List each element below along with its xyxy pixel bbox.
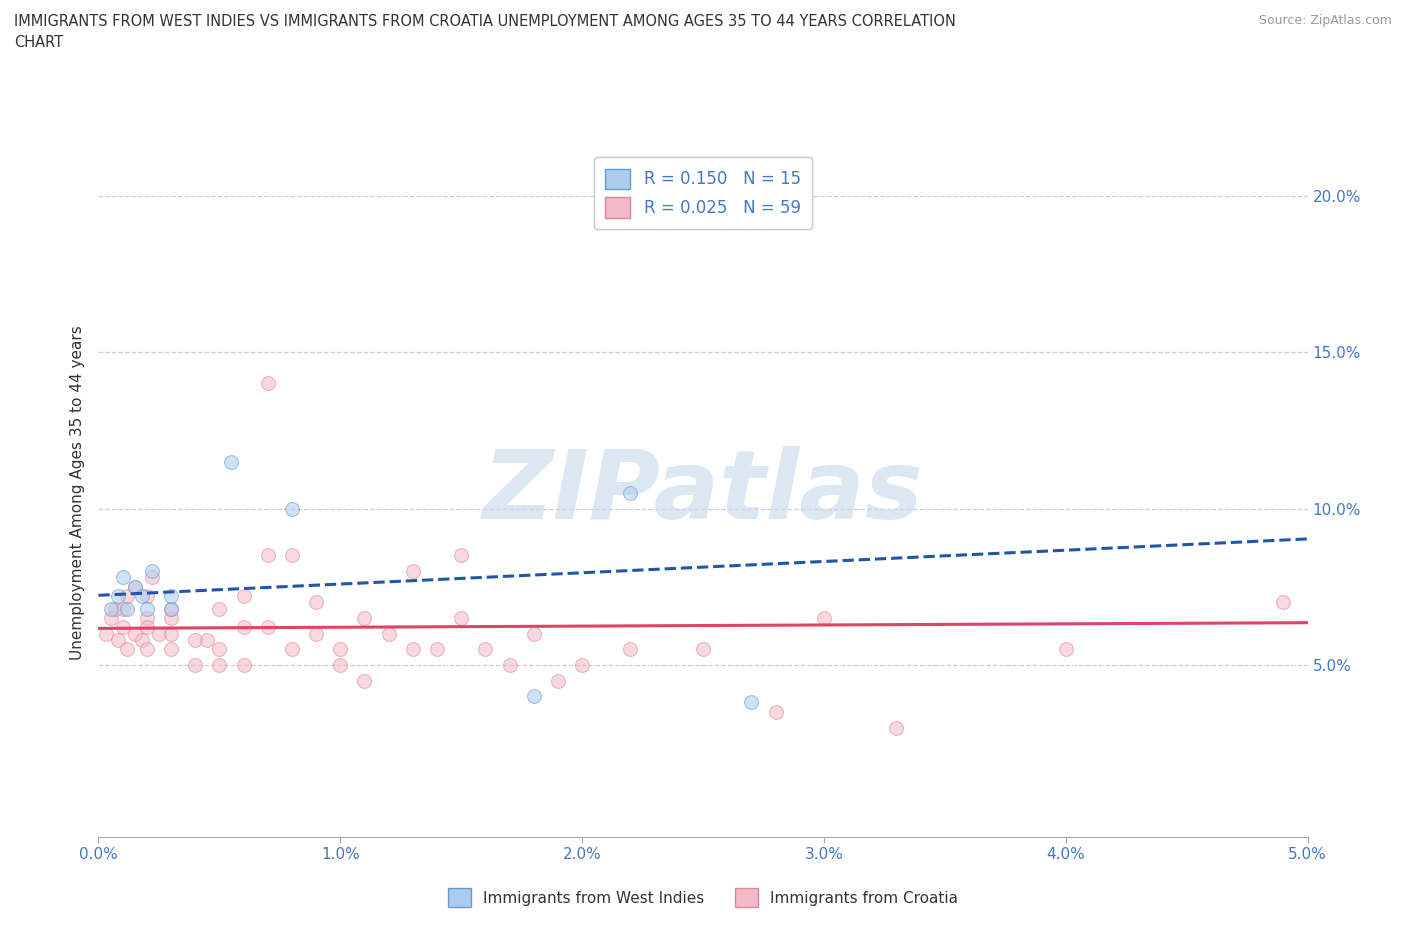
Point (160, 642, 183, 657)
Point (208, 601, 231, 616)
Point (256, 548, 278, 563)
Point (124, 579, 146, 594)
Point (160, 611, 183, 626)
Legend: Immigrants from West Indies, Immigrants from Croatia: Immigrants from West Indies, Immigrants … (441, 883, 965, 913)
Point (281, 548, 304, 563)
Point (426, 642, 449, 657)
Text: CHART: CHART (14, 35, 63, 50)
Point (107, 632, 129, 647)
Point (886, 720, 908, 735)
Point (377, 626, 399, 641)
Point (232, 620, 254, 635)
Point (208, 658, 231, 672)
Point (329, 658, 352, 672)
Point (474, 642, 496, 657)
Text: Source: ZipAtlas.com: Source: ZipAtlas.com (1258, 14, 1392, 27)
Point (184, 632, 207, 647)
Point (160, 601, 183, 616)
Point (281, 501, 304, 516)
Point (740, 695, 762, 710)
Point (124, 579, 146, 594)
Point (117, 642, 139, 657)
Point (160, 601, 183, 616)
Point (135, 589, 157, 604)
Point (141, 570, 163, 585)
Point (498, 658, 520, 672)
Point (160, 626, 183, 641)
Point (104, 601, 127, 616)
Point (523, 626, 546, 641)
Point (111, 601, 134, 616)
Point (141, 564, 163, 578)
Point (117, 601, 139, 616)
Point (107, 589, 129, 604)
Point (100, 601, 122, 616)
Point (256, 376, 278, 391)
Point (232, 589, 254, 604)
Legend: R = 0.150   N = 15, R = 0.025   N = 59: R = 0.150 N = 15, R = 0.025 N = 59 (593, 157, 813, 230)
Point (353, 673, 375, 688)
Point (402, 564, 425, 578)
Point (571, 658, 593, 672)
Point (117, 589, 139, 604)
Point (111, 620, 134, 635)
Point (692, 642, 714, 657)
Point (450, 548, 472, 563)
Point (124, 626, 146, 641)
Point (100, 611, 122, 626)
Point (619, 642, 641, 657)
Point (305, 595, 328, 610)
Point (547, 673, 569, 688)
Point (184, 658, 207, 672)
Point (1272, 595, 1295, 610)
Point (135, 642, 157, 657)
Point (208, 642, 231, 657)
Point (523, 689, 546, 704)
Text: ZIPatlas: ZIPatlas (482, 446, 924, 539)
Text: IMMIGRANTS FROM WEST INDIES VS IMMIGRANTS FROM CROATIA UNEMPLOYMENT AMONG AGES 3: IMMIGRANTS FROM WEST INDIES VS IMMIGRANT… (14, 14, 956, 29)
Point (131, 589, 153, 604)
Point (450, 611, 472, 626)
Point (281, 642, 304, 657)
Y-axis label: Unemployment Among Ages 35 to 44 years: Unemployment Among Ages 35 to 44 years (69, 326, 84, 660)
Point (135, 601, 157, 616)
Point (94, 626, 117, 641)
Point (135, 620, 157, 635)
Point (353, 611, 375, 626)
Point (221, 454, 243, 469)
Point (160, 589, 183, 604)
Point (329, 642, 352, 657)
Point (813, 611, 835, 626)
Point (1054, 642, 1077, 657)
Point (148, 626, 170, 641)
Point (402, 642, 425, 657)
Point (765, 704, 787, 719)
Point (135, 611, 157, 626)
Point (305, 626, 328, 641)
Point (131, 632, 153, 647)
Point (195, 632, 218, 647)
Point (232, 658, 254, 672)
Point (619, 485, 641, 500)
Point (111, 570, 134, 585)
Point (256, 620, 278, 635)
